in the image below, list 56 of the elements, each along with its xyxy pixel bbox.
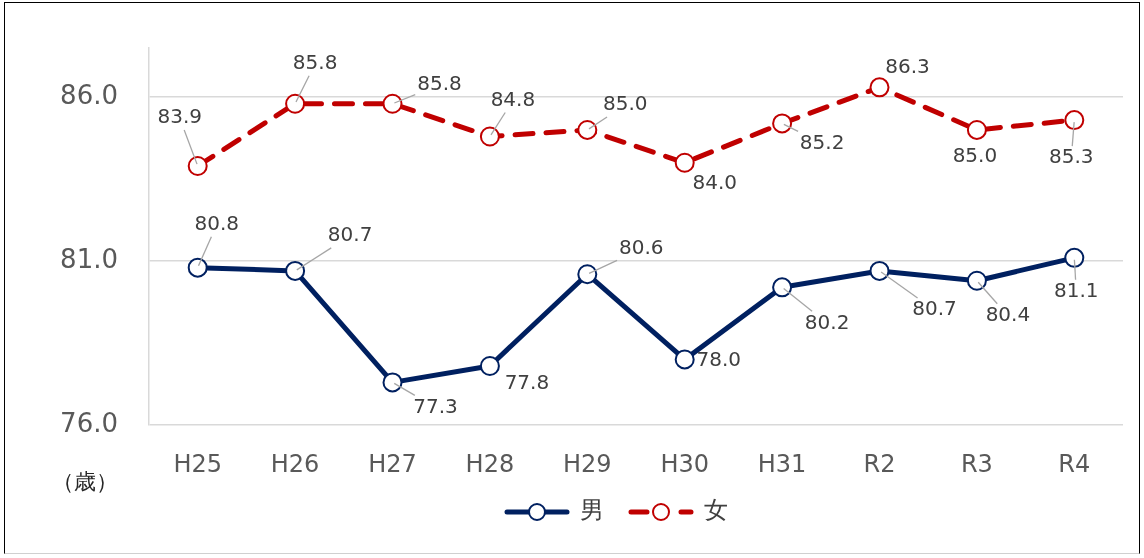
point (772, 277, 793, 298)
data-label: 80.7 (912, 296, 957, 321)
point (382, 372, 403, 393)
point (577, 119, 598, 140)
data-label: 85.0 (952, 143, 998, 168)
data-label: 85.2 (799, 129, 845, 154)
point (382, 93, 403, 114)
point (772, 113, 793, 134)
point (966, 119, 987, 140)
x-tick-label: H26 (270, 449, 320, 478)
data-label: 80.6 (619, 235, 664, 260)
data-label: 81.1 (1054, 278, 1099, 303)
point (869, 260, 890, 281)
data-label: 84.8 (490, 86, 536, 111)
y-tick-label: 76.0 (60, 407, 118, 438)
point (285, 93, 306, 114)
data-label: 77.8 (504, 370, 550, 395)
point (869, 77, 890, 98)
data-label: 85.8 (292, 49, 338, 74)
point (674, 349, 695, 370)
y-axis-title: （歳） (52, 468, 118, 494)
point (187, 156, 208, 177)
x-tick-label: H30 (660, 449, 709, 478)
point (1064, 247, 1085, 268)
point (479, 126, 500, 147)
y-tick-label: 81.0 (60, 243, 118, 274)
y-tick-label: 86.0 (60, 79, 118, 110)
point (479, 355, 500, 376)
data-label: 77.3 (413, 393, 458, 418)
point (674, 152, 695, 173)
data-label: 86.3 (885, 53, 930, 78)
data-label: 85.0 (603, 91, 648, 116)
legend-label: 女 (704, 496, 728, 525)
x-tick-label: H28 (465, 449, 515, 478)
data-label: 85.8 (417, 70, 462, 95)
data-label: 78.0 (696, 346, 741, 371)
data-label: 83.9 (157, 104, 202, 129)
data-label: 85.3 (1049, 144, 1094, 169)
legend-label: 男 (580, 496, 604, 525)
x-tick-label: H25 (173, 449, 222, 478)
data-label: 80.2 (804, 309, 850, 334)
point (285, 260, 306, 281)
data-label: 80.7 (327, 222, 373, 247)
point (1064, 110, 1085, 131)
x-tick-label: H27 (368, 449, 417, 478)
point (187, 257, 208, 278)
x-tick-label: R2 (863, 449, 896, 478)
data-label: 80.4 (985, 301, 1031, 326)
point (966, 270, 987, 291)
data-label: 80.8 (194, 210, 239, 235)
point (577, 264, 598, 285)
x-tick-label: H31 (757, 449, 807, 478)
x-tick-label: H29 (563, 449, 612, 478)
x-tick-label: R3 (960, 449, 993, 478)
x-tick-label: R4 (1058, 449, 1091, 478)
data-label: 84.0 (692, 169, 737, 194)
